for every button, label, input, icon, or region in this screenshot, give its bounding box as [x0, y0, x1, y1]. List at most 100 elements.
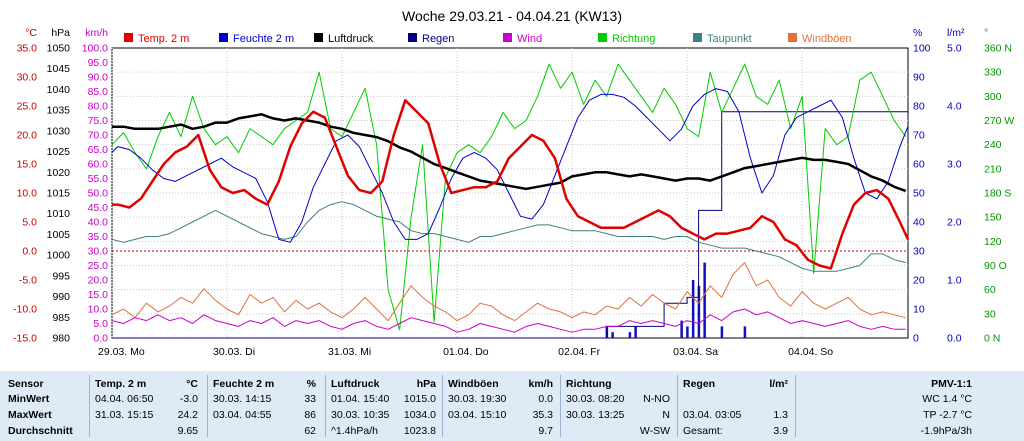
wind-tick-label: 100.0 — [82, 43, 108, 55]
stats-separator — [795, 375, 796, 437]
rain-tick-label: 0.0 — [947, 333, 962, 345]
legend-swatch — [503, 33, 512, 42]
temperature-tick-label: 35.0 — [17, 43, 38, 55]
humidity-tick-label: 0 — [913, 333, 919, 345]
rain-bar — [628, 332, 632, 338]
stats-header-dir: Richtung — [566, 378, 612, 390]
legend-swatch — [124, 33, 133, 42]
temperature-unit-label: °C — [25, 27, 37, 39]
wind-tick-label: 80.0 — [88, 101, 109, 113]
stats-pmv: TP -2.7 °C — [923, 409, 972, 421]
pressure-tick-label: 1050 — [47, 43, 71, 55]
direction-tick-label: 240 — [984, 139, 1002, 151]
stats-rain-time: 03.04. 03:05 — [683, 409, 742, 421]
humidity-tick-label: 50 — [913, 188, 925, 200]
stats-dir-val: N-NO — [643, 393, 670, 405]
pressure-tick-label: 1040 — [47, 84, 71, 96]
legend-label: Temp. 2 m — [138, 33, 189, 45]
humidity-tick-label: 70 — [913, 130, 925, 142]
x-tick-label: 01.04. Do — [443, 346, 489, 358]
wind-tick-label: 75.0 — [88, 115, 109, 127]
wind-tick-label: 50.0 — [88, 188, 109, 200]
humidity-tick-label: 40 — [913, 217, 925, 229]
wind-tick-label: 65.0 — [88, 144, 109, 156]
stats-temp-val: 24.2 — [177, 409, 198, 421]
stats-gust-val: 0.0 — [538, 393, 553, 405]
wind-tick-label: 55.0 — [88, 173, 109, 185]
wind-tick-label: 15.0 — [88, 289, 109, 301]
stats-gust-time: 30.03. 19:30 — [448, 393, 507, 405]
series-wind — [111, 308, 906, 333]
stats-dir-time: 30.03. 08:20 — [566, 393, 625, 405]
stats-separator — [325, 375, 326, 437]
pressure-tick-label: 1035 — [47, 105, 71, 117]
humidity-tick-label: 20 — [913, 275, 925, 287]
wind-tick-label: 70.0 — [88, 130, 109, 142]
stats-dir-val: N — [662, 409, 670, 421]
axes: 35.0 30.0 25.0 20.0 15.0 10.0 5.0 0.0 -5.0 -10.0 -… — [13, 27, 1014, 358]
direction-tick-label: 270 W — [984, 115, 1014, 127]
series-gusts — [111, 262, 906, 322]
stats-separator — [89, 375, 90, 437]
stats-press-val: 1023.8 — [403, 425, 436, 437]
legend-swatch — [408, 33, 417, 42]
pressure-tick-label: 980 — [52, 333, 70, 345]
x-tick-label: 04.04. So — [788, 346, 833, 358]
stats-rain-time: Gesamt: — [683, 425, 723, 437]
stats-header-hum: Feuchte 2 m — [213, 378, 275, 390]
stats-dir-val: W-SW — [639, 425, 670, 437]
stats-gust-val: 9.7 — [538, 425, 553, 437]
pressure-tick-label: 1045 — [47, 63, 71, 75]
series-rain-cumulative — [112, 111, 908, 339]
pressure-tick-label: 1030 — [47, 125, 71, 137]
stats-header-rain-unit: l/m² — [769, 378, 788, 390]
wind-unit-label: km/h — [85, 27, 108, 39]
x-tick-label: 31.03. Mi — [328, 346, 371, 358]
wind-tick-label: 95.0 — [88, 57, 109, 69]
direction-tick-label: 120 — [984, 236, 1002, 248]
stats-temp-time: 04.04. 06:50 — [95, 393, 154, 405]
direction-tick-label: 330 — [984, 67, 1002, 79]
legend-swatch — [693, 33, 702, 42]
stats-press-time: 30.03. 10:35 — [331, 409, 390, 421]
pressure-unit-label: hPa — [51, 27, 70, 39]
series-pressure — [112, 113, 907, 193]
stats-separator — [207, 375, 208, 437]
wind-tick-label: 60.0 — [88, 159, 109, 171]
stats-gust-time: 03.04. 15:10 — [448, 409, 507, 421]
series-dewpoint — [111, 201, 906, 272]
rain-unit-label: l/m² — [947, 27, 965, 39]
chart-title: Woche 29.03.21 - 04.04.21 (KW13) — [402, 8, 622, 24]
rain-bar — [720, 326, 724, 338]
direction-tick-label: 0 N — [984, 333, 1000, 345]
wind-tick-label: 90.0 — [88, 72, 109, 84]
rain-tick-label: 1.0 — [947, 275, 962, 287]
legend-swatch — [598, 33, 607, 42]
series-direction — [111, 63, 907, 331]
stats-hum-val: 86 — [304, 409, 316, 421]
legend-label: Luftdruck — [328, 33, 374, 45]
temperature-tick-label: 25.0 — [17, 101, 38, 113]
statistics-table: Sensor Temp. 2 m °C Feuchte 2 m % Luftdr… — [0, 371, 1024, 441]
wind-tick-label: 85.0 — [88, 86, 109, 98]
stats-header-gust-unit: km/h — [528, 378, 553, 390]
x-tick-label: 29.03. Mo — [98, 346, 145, 358]
humidity-tick-label: 30 — [913, 246, 925, 258]
stats-rain-val: 1.3 — [773, 409, 788, 421]
stats-label: MinWert — [8, 393, 50, 405]
pressure-tick-label: 1015 — [47, 188, 71, 200]
stats-separator — [677, 375, 678, 437]
stats-press-val: 1034.0 — [403, 409, 436, 421]
temperature-tick-label: -5.0 — [19, 275, 37, 287]
stats-press-time: ^1.4hPa/h — [331, 425, 378, 437]
wind-tick-label: 25.0 — [88, 260, 109, 272]
stats-header-sensor: Sensor — [8, 378, 44, 390]
wind-tick-label: 30.0 — [88, 246, 109, 258]
rain-tick-label: 3.0 — [947, 159, 962, 171]
rain-bar — [743, 326, 747, 338]
humidity-tick-label: 10 — [913, 304, 925, 316]
rain-bar — [691, 280, 695, 338]
humidity-tick-label: 80 — [913, 101, 925, 113]
direction-tick-label: 30 — [984, 308, 996, 320]
temperature-tick-label: -10.0 — [13, 304, 37, 316]
